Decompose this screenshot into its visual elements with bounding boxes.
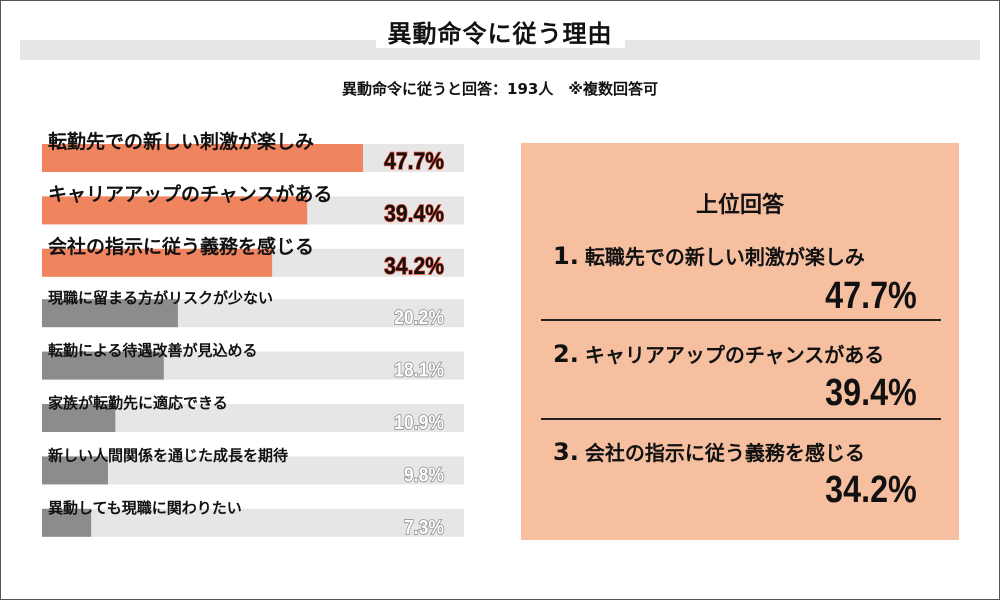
chart-title: 異動命令に従う理由 <box>0 14 1000 49</box>
top-answer-1-rank: 1. <box>553 242 579 270</box>
bar-8 <box>42 508 92 537</box>
bar-track-7 <box>42 456 464 485</box>
top-answer-2-value: 39.4% <box>825 372 917 414</box>
category-label-4: 現職に留まる方がリスクが少ない <box>48 289 273 307</box>
category-label-7: 新しい人間関係を通じた成長を期待 <box>48 446 288 464</box>
top-answers-heading: 上位回答 <box>695 193 784 218</box>
bar-4 <box>42 299 178 328</box>
bar-3 <box>42 248 273 277</box>
chart-subtitle: 異動命令に従うと回答：193人 ※複数回答可 <box>342 80 658 98</box>
top-answer-1-text: 転職先での新しい刺激が楽しみ <box>584 245 865 269</box>
category-label-3: 会社の指示に従う義務を感じる <box>48 235 314 258</box>
value-label-6: 10.9% <box>394 411 444 433</box>
value-label-4: 20.2% <box>394 306 444 328</box>
bar-1 <box>42 144 364 172</box>
top-answer-1-label: 1. 転職先での新しい刺激が楽しみ <box>553 241 865 270</box>
category-label-6: 家族が転勤先に適応できる <box>48 394 228 412</box>
bar-track-8 <box>42 508 464 537</box>
value-label-5: 18.1% <box>394 359 444 381</box>
top-answer-3-label: 3. 会社の指示に従う義務を感じる <box>553 437 865 466</box>
value-label-3: 34.2% <box>384 253 444 280</box>
category-label-2: キャリアアップのチャンスがある <box>48 182 332 205</box>
top-answer-3-text: 会社の指示に従う義務を感じる <box>584 441 865 465</box>
top-answer-3-value: 34.2% <box>825 469 917 511</box>
category-label-1: 転勤先での新しい刺激が楽しみ <box>48 130 314 153</box>
value-label-7: 9.8% <box>404 463 444 485</box>
top-answer-divider-1 <box>541 319 941 321</box>
value-label-2: 39.4% <box>384 200 444 227</box>
bar-7 <box>42 456 108 485</box>
top-answer-2-text: キャリアアップのチャンスがある <box>584 343 885 367</box>
category-label-8: 異動しても現職に関わりたい <box>48 499 242 517</box>
category-label-5: 転勤による待遇改善が見込める <box>48 342 258 360</box>
bar-2 <box>42 196 308 225</box>
top-answer-2-label: 2. キャリアアップのチャンスがある <box>553 339 884 368</box>
bar-6 <box>42 404 116 432</box>
bar-5 <box>42 351 164 380</box>
title-band <box>20 40 980 60</box>
chart-title-text: 異動命令に従う理由 <box>375 20 625 48</box>
top-answers-panel: 上位回答 1. 転職先での新しい刺激が楽しみ 47.7% 2. キャリアアップのチャ… <box>521 143 959 540</box>
top-answer-divider-2 <box>541 418 941 420</box>
top-answer-2-rank: 2. <box>553 340 579 368</box>
top-answer-1-value: 47.7% <box>825 275 917 317</box>
value-label-8: 7.3% <box>404 516 444 538</box>
value-label-1: 47.7% <box>384 148 444 175</box>
top-answer-3-rank: 3. <box>553 438 579 466</box>
